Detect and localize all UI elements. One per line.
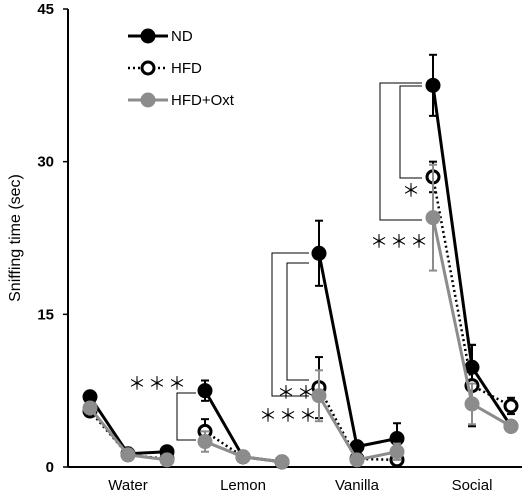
bracket-lemon xyxy=(176,392,196,441)
y-tick-label: 15 xyxy=(37,306,54,323)
data-point xyxy=(311,245,327,261)
series-hfd-oxt xyxy=(82,163,519,470)
data-point xyxy=(311,388,327,404)
data-point xyxy=(349,452,365,468)
legend-marker xyxy=(140,92,156,108)
data-point xyxy=(464,396,480,412)
category-label: Vanilla xyxy=(335,477,380,494)
bracket-social-outer xyxy=(379,82,422,221)
bracket-vanilla-inner xyxy=(286,262,309,381)
significance-label: ＊＊ xyxy=(277,383,317,403)
y-axis-label: Sniffing time (sec) xyxy=(7,174,24,302)
significance-label: ＊＊＊ xyxy=(259,406,319,426)
legend: ND HFD HFD+Oxt xyxy=(128,28,235,109)
legend-label: ND xyxy=(171,28,193,45)
legend-marker xyxy=(140,60,156,76)
significance-label: ＊ xyxy=(402,181,422,201)
significance-label: ＊＊＊ xyxy=(370,232,430,252)
category-label: Social xyxy=(452,477,493,494)
data-point xyxy=(389,431,405,447)
category-label: Water xyxy=(108,477,147,494)
data-point xyxy=(235,449,251,465)
bracket-social-inner xyxy=(399,85,422,179)
data-point xyxy=(425,77,441,93)
y-tick-label: 45 xyxy=(37,1,54,18)
data-point xyxy=(503,418,519,434)
legend-label: HFD+Oxt xyxy=(171,92,235,109)
legend-marker xyxy=(140,28,156,44)
series-line xyxy=(431,176,512,408)
data-point xyxy=(503,398,519,414)
y-tick-label: 30 xyxy=(37,154,54,171)
data-point xyxy=(82,389,98,405)
bracket-vanilla-outer xyxy=(271,252,309,397)
significance-brackets: ＊＊＊ ＊＊＊＊＊＊＊＊＊ xyxy=(128,82,430,441)
data-point xyxy=(389,444,405,460)
data-point xyxy=(159,452,175,468)
legend-label: HFD xyxy=(171,60,202,77)
data-point xyxy=(197,434,213,450)
series-layer xyxy=(82,53,519,470)
data-point xyxy=(82,400,98,416)
y-tick-label: 0 xyxy=(46,459,54,476)
series-line xyxy=(88,395,168,456)
data-point xyxy=(425,210,441,226)
significance-label: ＊＊＊ xyxy=(128,374,188,394)
data-point xyxy=(120,447,136,463)
axes: 0 15 30 45 Sniffing time (sec) Water Lemon Vani… xyxy=(7,1,522,494)
data-point xyxy=(274,454,290,470)
data-point xyxy=(197,383,213,399)
category-label: Lemon xyxy=(220,477,266,494)
